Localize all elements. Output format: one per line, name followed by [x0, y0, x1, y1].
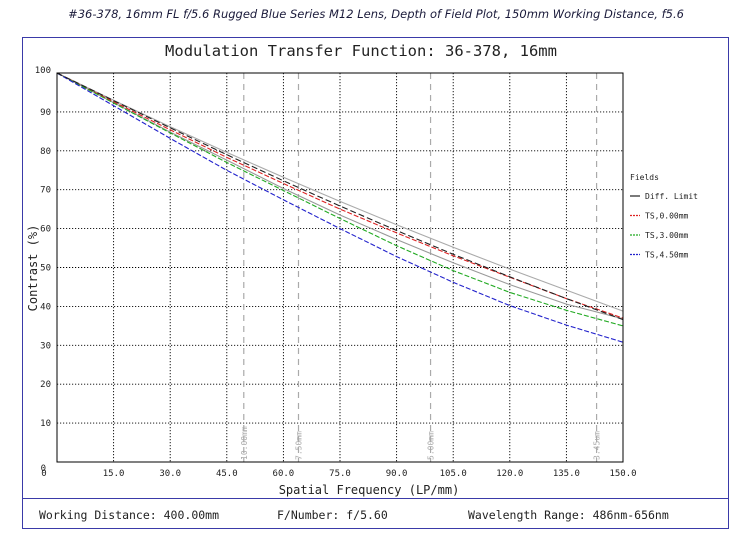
y-tick-label-2: 30 [40, 341, 51, 351]
field-markers: 10.00mm 7.50mm 5.00mm 3.45um [240, 73, 602, 462]
y-tick-label-6: 70 [40, 186, 51, 196]
series-line-diff-limit-secondary- [56, 72, 624, 312]
legend-label-2: TS,3.00mm [645, 231, 689, 240]
series-line-dashed-reference [56, 72, 624, 321]
chart-frame [22, 37, 729, 529]
y-axis-label: Contrast (%) [26, 225, 40, 312]
footer: Working Distance: 400.00mm F/Number: f/5… [22, 498, 729, 529]
series-line-ts-0-00mm [56, 72, 624, 319]
x-tick-label-10: 150.0 [609, 469, 636, 479]
x-tick-label-6: 90.0 [386, 469, 408, 479]
marker-label-0: 10.00mm [240, 426, 249, 460]
f-number: F/Number: f/5.60 [277, 508, 388, 522]
grid [57, 73, 623, 462]
working-distance: Working Distance: 400.00mm [39, 508, 220, 522]
x-tick-label-7: 105.0 [440, 469, 467, 479]
y-tick-label-9: 100 [35, 66, 51, 76]
y-tick-label-zero: 0 [41, 464, 46, 474]
wavelength-range: Wavelength Range: 486nm-656nm [468, 508, 669, 522]
x-tick-label-1: 15.0 [103, 469, 125, 479]
x-axis-label: Spatial Frequency (LP/mm) [279, 483, 460, 497]
y-tick-label-7: 80 [40, 147, 51, 157]
y-tick-label-4: 50 [40, 264, 51, 274]
y-tick-label-5: 60 [40, 225, 51, 235]
legend-label-3: TS,4.50mm [645, 251, 689, 260]
y-tick-label-3: 40 [40, 302, 51, 312]
mtf-chart: Modulation Transfer Function: 36-378, 16… [26, 42, 698, 497]
x-tick-label-4: 60.0 [273, 469, 295, 479]
marker-label-3: 3.45um [593, 431, 602, 460]
legend-label-1: TS,0.00mm [645, 212, 689, 221]
y-tick-labels: 10 20 30 40 50 60 70 80 90 100 0 [35, 66, 51, 474]
x-tick-label-8: 120.0 [496, 469, 523, 479]
series-line-ts-4-50mm [56, 72, 624, 343]
plot-area-border [56, 72, 624, 463]
page-caption: #36-378, 16mm FL f/5.6 Rugged Blue Serie… [68, 7, 684, 21]
legend-label-0: Diff. Limit [645, 192, 698, 201]
marker-label-1: 7.50mm [294, 431, 303, 460]
y-tick-label-8: 90 [40, 108, 51, 118]
marker-label-2: 5.00mm [427, 431, 436, 460]
x-tick-labels: 0 15.0 30.0 45.0 60.0 75.0 90.0 105.0 120.0 135.0… [41, 469, 636, 479]
x-tick-label-9: 135.0 [553, 469, 580, 479]
series-lines [56, 72, 624, 343]
legend: Fields Diff. Limit TS,0.00mm TS,3.00mm TS,4… [630, 173, 698, 260]
legend-title: Fields [630, 173, 659, 182]
y-tick-label-0: 10 [40, 419, 51, 429]
series-line-ts-3-00mm [56, 72, 624, 327]
x-tick-label-3: 45.0 [216, 469, 238, 479]
x-tick-label-5: 75.0 [329, 469, 351, 479]
x-tick-label-0: 0 [41, 469, 46, 479]
chart-title: Modulation Transfer Function: 36-378, 16… [165, 42, 557, 60]
series-line-diff-limit [56, 72, 624, 320]
y-tick-label-1: 20 [40, 380, 51, 390]
x-tick-label-2: 30.0 [159, 469, 181, 479]
